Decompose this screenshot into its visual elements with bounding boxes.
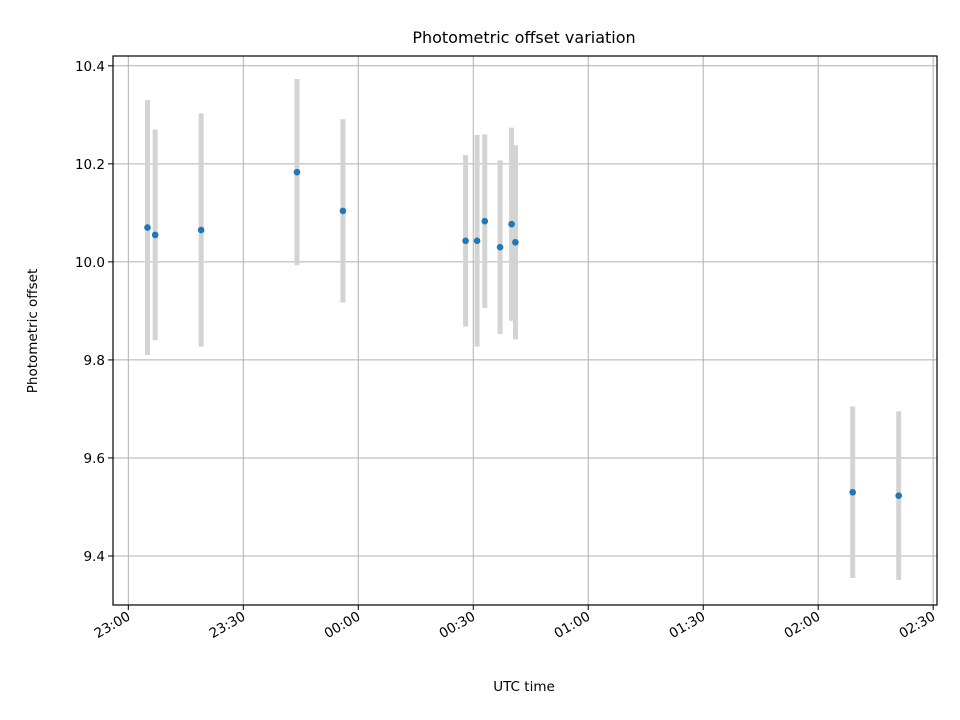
x-tick-label: 23:00 <box>92 609 134 642</box>
x-tick-label: 23:30 <box>207 609 249 642</box>
y-tick-label: 10.0 <box>75 255 105 271</box>
y-axis: 9.4 9.6 9.8 10.0 10.2 10.4 <box>75 59 113 565</box>
data-point <box>497 244 504 251</box>
x-tick-label: 02:30 <box>896 609 938 642</box>
data-point <box>152 232 159 239</box>
x-axis: 23:00 23:30 00:00 00:30 01:00 01:30 02:00 02:30 <box>92 605 939 642</box>
plot-frame <box>113 56 937 605</box>
x-tick-label: 02:00 <box>781 609 823 642</box>
data-point <box>340 208 347 215</box>
data-point <box>508 221 515 228</box>
y-tick-label: 9.6 <box>84 451 105 467</box>
x-tick-label: 00:30 <box>437 609 479 642</box>
data-point <box>294 169 301 176</box>
y-tick-label: 10.4 <box>75 59 105 75</box>
data-point <box>895 492 902 499</box>
point-layer <box>144 169 902 499</box>
data-point <box>462 237 469 244</box>
data-point <box>198 227 205 234</box>
y-tick-label: 10.2 <box>75 157 105 173</box>
data-point <box>849 489 856 496</box>
x-axis-label: UTC time <box>493 679 555 695</box>
data-point <box>144 224 151 231</box>
chart-title: Photometric offset variation <box>412 28 635 47</box>
y-tick-label: 9.4 <box>84 549 105 565</box>
data-point <box>481 218 488 225</box>
grid-layer <box>113 56 937 605</box>
x-tick-label: 01:30 <box>667 609 709 642</box>
y-axis-label: Photometric offset <box>25 269 41 393</box>
y-tick-label: 9.8 <box>84 353 105 369</box>
data-point <box>512 239 519 246</box>
errorbar-layer <box>147 79 898 580</box>
data-point <box>474 237 481 244</box>
x-tick-label: 00:00 <box>322 609 364 642</box>
x-tick-label: 01:00 <box>552 609 594 642</box>
